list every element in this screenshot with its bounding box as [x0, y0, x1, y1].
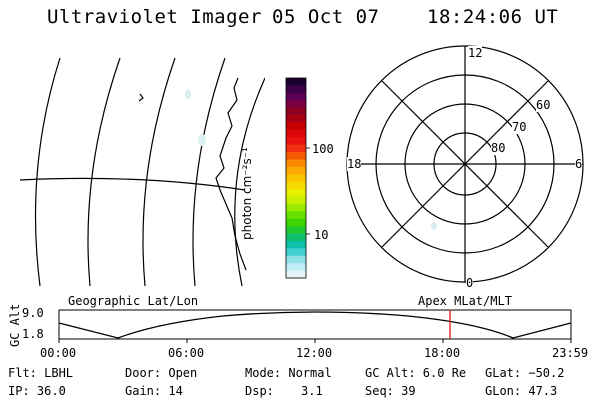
y-tick-9: 9.0: [22, 306, 44, 320]
gc-alt-axis-label: GC Alt: [8, 303, 22, 347]
lat-label-70: 70: [512, 120, 527, 134]
colorbar-cell: [286, 226, 306, 234]
time-label: 18:24:06 UT: [427, 6, 559, 28]
mlt-label-6: 6: [575, 157, 583, 171]
colorbar-cell: [286, 174, 306, 183]
mlt-label-18: 18: [347, 157, 362, 171]
colorbar-unit-label: photon cm⁻²s⁻¹: [240, 147, 254, 240]
colorbar-cell: [286, 211, 306, 220]
glon-label: GLon: 47.3: [485, 384, 558, 398]
colorbar-cell: [286, 100, 306, 108]
gain-label: Gain: 14: [125, 384, 183, 398]
colorbar-cell: [286, 263, 306, 271]
colorbar-cell: [286, 248, 306, 257]
x-tick-0600: 06:00: [168, 346, 205, 360]
colorbar-cell: [286, 218, 306, 227]
gc-alt-label: GC Alt: 6.0 Re: [365, 366, 467, 380]
filter-label: Flt: LBHL: [8, 366, 74, 380]
colorbar-cell: [286, 152, 306, 160]
colorbar-cell: [286, 107, 306, 116]
mlt-label-0: 0: [466, 276, 474, 290]
geographic-map: [20, 58, 265, 287]
y-tick-1-8: 1.8: [22, 327, 44, 341]
colorbar-cell: [286, 122, 306, 131]
lat-label-80: 80: [491, 141, 506, 155]
colorbar-cell: [286, 233, 306, 242]
x-tick-2359: 23:59: [552, 346, 589, 360]
colorbar-cell: [286, 166, 306, 175]
colorbar-cell: [286, 144, 306, 153]
colorbar-cell: [286, 181, 306, 190]
colorbar-cell: [286, 129, 306, 138]
colorbar-cell: [286, 203, 306, 212]
dsp-value: 3.1: [301, 384, 323, 398]
instrument-title: Ultraviolet Imager: [47, 6, 262, 28]
mlt-label-12: 12: [468, 46, 483, 60]
colorbar-cell: [286, 189, 306, 197]
colorbar-cell: [286, 137, 306, 145]
colorbar-cell: [286, 240, 306, 249]
lat-label-60: 60: [536, 98, 551, 112]
dsp-label: Dsp:: [245, 384, 274, 398]
glat-label: GLat: −50.2: [485, 366, 565, 380]
x-tick-0000: 00:00: [40, 346, 77, 360]
x-tick-1800: 18:00: [424, 346, 461, 360]
door-label: Door: Open: [125, 366, 198, 380]
colorbar-cell: [286, 92, 306, 101]
seq-label: Seq: 39: [365, 384, 416, 398]
mode-label: Mode: Normal: [245, 366, 332, 380]
date-label: 05 Oct 07: [272, 6, 380, 28]
x-tick-1200: 12:00: [296, 346, 333, 360]
colorbar-cell: [286, 196, 306, 205]
timeline-plot: [58, 309, 572, 343]
ip-label: IP: 36.0: [8, 384, 66, 398]
geographic-lat-lon-label: Geographic Lat/Lon: [68, 294, 199, 308]
colorbar-cell: [286, 255, 306, 264]
colorbar-cell: [286, 78, 306, 86]
polar-plot: [346, 45, 584, 283]
colorbar: [285, 77, 310, 279]
colorbar-cell: [286, 270, 306, 279]
colorbar-tick-100: 100: [312, 142, 334, 156]
colorbar-cell: [286, 85, 306, 94]
colorbar-tick-10: 10: [314, 228, 329, 242]
colorbar-cell: [286, 159, 306, 168]
colorbar-cell: [286, 115, 306, 123]
apex-mlat-mlt-label: Apex MLat/MLT: [418, 294, 512, 308]
